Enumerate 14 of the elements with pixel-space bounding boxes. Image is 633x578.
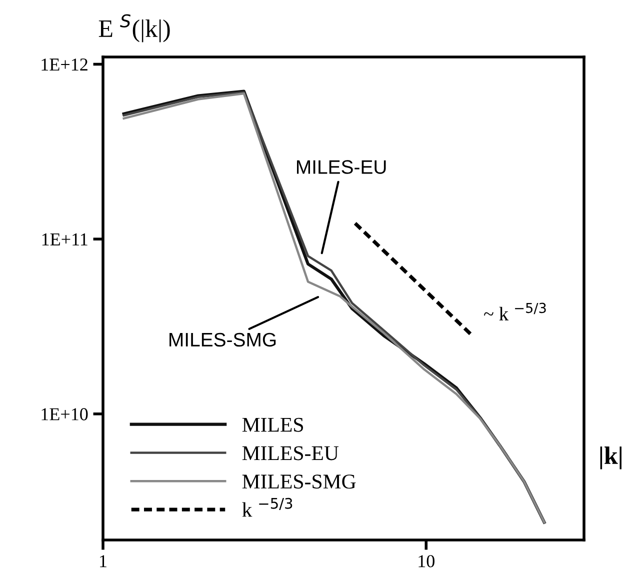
legend-label: MILES (242, 418, 303, 432)
x-tick-label: 10 (418, 555, 434, 568)
y-tick-label: 1E+11 (42, 233, 88, 246)
x-tick-label: 1 (100, 555, 106, 568)
annotation: MILES-EU (296, 160, 386, 174)
y-axis-title: E $^{S}$(|k|) (98, 14, 170, 42)
legend-label: MILES-EU (242, 446, 339, 460)
x-axis-title: |k| (600, 446, 622, 470)
y-tick-label: 1E+10 (42, 408, 88, 420)
legend-label: MILES-SMG (242, 474, 356, 489)
annotation: MILES-SMG (170, 332, 276, 347)
legend-label: k $^{−5/3}$ (242, 498, 292, 517)
y-tick-label: 1E+12 (42, 58, 88, 70)
annotation: ~ k $^{−5/3}$ (484, 302, 546, 320)
